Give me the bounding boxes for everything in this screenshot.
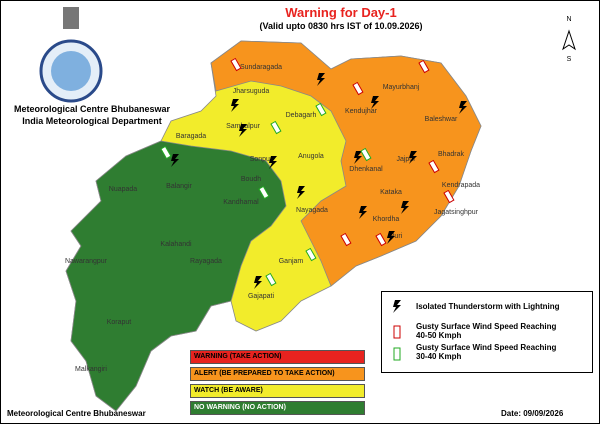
warning-legend-item: ALERT (BE PREPARED TO TAKE ACTION) [190,367,365,381]
wind-sock [360,147,372,162]
lightning-icon [239,124,247,137]
alert-zone [210,40,482,287]
district-label: Boudh [241,176,261,183]
district-label: Jajpur [396,156,416,163]
district-label: Nuapada [109,186,138,193]
lightning-icon [409,151,417,164]
legend-icons [393,300,401,361]
district-label: Baragada [176,133,206,140]
district-label: Malkangiri [75,366,107,373]
warning-legend-item: NO WARNING (NO ACTION) [190,401,365,415]
wind-sock [160,145,172,160]
no-warning-zone [65,140,287,412]
district-label: Bhadrak [438,151,465,158]
district-label: Mayurbhanj [383,84,420,91]
emblem [63,7,79,29]
wind-sock [375,232,387,247]
lightning-icon [297,186,305,199]
footer-left: Meteorological Centre Bhubaneswar [7,409,146,418]
wind-sock [270,120,282,135]
warning-legend-item: WARNING (TAKE ACTION) [190,350,365,364]
district-label: Kataka [380,189,402,196]
lightning-icon [387,231,395,244]
district-label: Nayagada [296,207,328,214]
compass-s: S [567,56,572,63]
lightning-icon [317,73,325,86]
wind-sock [418,59,430,74]
subtitle: (Valid upto 0830 hrs IST of 10.09.2026) [259,21,423,31]
wind-sock [352,81,364,96]
lightning-icon [371,96,379,109]
wind-sock-green [393,347,401,361]
district-label: Gajapati [248,293,275,300]
wind-sock [428,159,440,174]
district-label: Kendujhar [345,108,378,115]
lightning-icon [401,201,409,214]
org-name: Meteorological Centre Bhubaneswar [13,104,171,114]
wind-sock [230,57,242,72]
symbol-legend: Isolated Thunderstorm with Lightning Gus… [381,291,593,373]
district-label: Jharsuguda [233,88,270,95]
lightning-icon [359,206,367,219]
lightning-icon [269,156,277,169]
org-dept: India Meteorological Department [22,116,162,126]
warning-legend-item: WATCH (BE AWARE) [190,384,365,398]
district-label: Kalahandi [160,241,192,248]
district-label: Khordha [373,216,400,223]
lightning-icon [393,300,401,313]
wind-sock [443,189,455,204]
wind-sock [315,102,327,117]
lightning-icon [231,99,239,112]
footer-date: Date: 09/09/2026 [501,409,564,418]
wind-sock [258,185,270,200]
legend-wind-30-40: Gusty Surface Wind Speed Reaching 30-40 … [416,343,557,361]
wind-sock [305,247,317,262]
logo-inner [51,51,91,91]
wind-sock-red [393,325,401,339]
legend-thunder: Isolated Thunderstorm with Lightning [416,302,560,311]
district-label: Kendrapada [442,182,480,189]
district-label: Dhenkanal [349,166,383,173]
lightning-icon [254,276,262,289]
lightning-icon [354,151,362,164]
district-label: Rayagada [190,258,222,265]
district-label: Koraput [107,319,132,326]
lightning-icon [459,101,467,114]
compass-n: N [566,16,571,23]
district-label: Sonpur [250,156,273,163]
lightning-icon [171,154,179,167]
district-label: Ganjam [279,258,304,265]
wind-sock [265,272,277,287]
district-label: Jagatsinghpur [434,209,479,216]
district-label: Balangir [166,183,192,190]
wind-sock [340,232,352,247]
north-arrow [562,29,576,51]
district-label: Kandhamal [223,199,259,206]
legend-wind-40-50: Gusty Surface Wind Speed Reaching 40-50 … [416,322,557,340]
title: Warning for Day-1 [285,5,397,20]
district-label: Debagarh [286,112,317,119]
district-label: Nawarangpur [65,258,108,265]
district-label: Puri [390,233,403,240]
district-label: Baleshwar [425,116,458,123]
district-label: Sundaragada [240,64,282,71]
district-label: Anugola [298,153,324,160]
